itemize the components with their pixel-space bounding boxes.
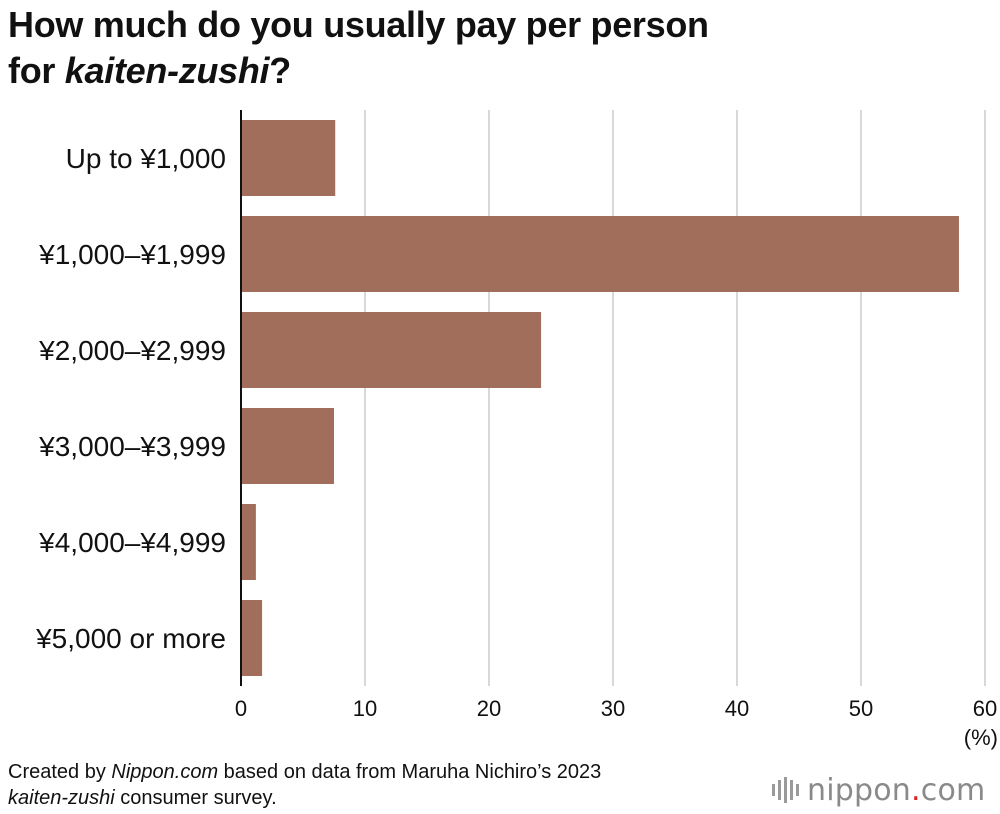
source-part-2: Nippon.com [111, 761, 219, 783]
category-label: ¥2,000–¥2,999 [38, 335, 226, 366]
title-line-2-prefix: for [8, 50, 65, 91]
title-line-1: How much do you usually pay per person [8, 4, 709, 45]
category-label: ¥1,000–¥1,999 [38, 239, 226, 270]
x-axis-unit-label: (%) [964, 725, 998, 750]
x-tick-labels: 0 10 20 30 40 50 60 [235, 696, 997, 721]
bar [241, 120, 336, 196]
logo-text-dot: . [911, 772, 921, 808]
x-tick-label: 0 [235, 696, 247, 721]
bar [241, 408, 334, 484]
logo-text-end: com [920, 772, 986, 808]
x-tick-label: 10 [353, 696, 377, 721]
bars [241, 120, 959, 676]
grid-lines [364, 110, 986, 686]
chart-title: How much do you usually pay per person f… [8, 2, 908, 94]
title-line-2-italic: kaiten-zushi [64, 50, 270, 91]
category-label: ¥3,000–¥3,999 [38, 431, 226, 462]
title-line-2-suffix: ? [269, 50, 291, 91]
source-part-5: consumer survey. [114, 787, 277, 809]
logo-bars-icon [772, 777, 799, 803]
x-tick-label: 40 [725, 696, 749, 721]
source-note: Created by Nippon.com based on data from… [8, 759, 768, 811]
source-part-1: Created by [8, 761, 112, 783]
logo-text-main: nippon [807, 772, 912, 808]
bar-chart: Up to ¥1,000 ¥1,000–¥1,999 ¥2,000–¥2,999 ¥3… [35, 110, 998, 750]
x-tick-label: 60 [973, 696, 997, 721]
source-part-4: kaiten-zushi [8, 787, 115, 809]
bar [241, 504, 256, 580]
category-labels: Up to ¥1,000 ¥1,000–¥1,999 ¥2,000–¥2,999 ¥3… [35, 143, 226, 654]
source-part-3: based on data from Maruha Nichiro’s 2023 [218, 761, 602, 783]
x-tick-label: 20 [477, 696, 501, 721]
x-tick-label: 50 [849, 696, 873, 721]
category-label: ¥4,000–¥4,999 [38, 527, 226, 558]
logo-text: nippon.com [807, 773, 985, 808]
category-label: Up to ¥1,000 [66, 143, 226, 174]
nippon-logo: nippon.com [772, 772, 985, 808]
category-label: ¥5,000 or more [35, 623, 226, 654]
x-tick-label: 30 [601, 696, 625, 721]
bar [241, 216, 959, 292]
bar [241, 312, 542, 388]
bar [241, 600, 263, 676]
